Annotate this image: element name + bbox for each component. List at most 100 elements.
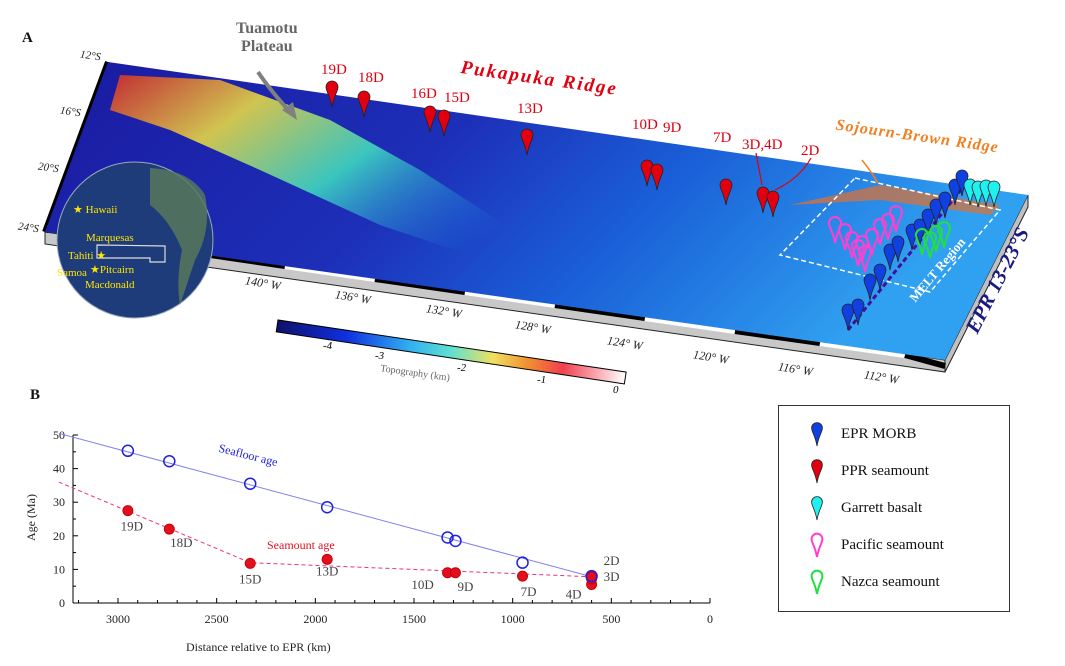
- colorbar-tick-m4: -4: [323, 340, 333, 352]
- epr-morb-pin: [891, 235, 905, 263]
- pacific-seamount-pin: [850, 239, 866, 267]
- pacific-seamount-pin: [864, 228, 880, 256]
- garrett-basalt-pin: [987, 180, 1001, 208]
- seafloor-age-point: [441, 531, 454, 544]
- x-tick-label: 500: [602, 612, 620, 626]
- seamount-age-series-label: Seamount age: [267, 538, 335, 552]
- globe-label-marquesas: Marquesas: [86, 232, 134, 244]
- seamount-age-point: [517, 570, 529, 582]
- legend-item: EPR MORB: [809, 422, 917, 447]
- ppr-seamount-pin: [766, 190, 780, 218]
- seamount-point-label: 7D: [521, 584, 537, 599]
- y-tick-label: 20: [53, 529, 65, 543]
- colorbar-tick-0: 0: [613, 384, 619, 396]
- legend-label: Garrett basalt: [841, 499, 923, 516]
- pacific-seamount-pin: [837, 223, 853, 251]
- y-tick-label: 10: [53, 562, 65, 576]
- x-tick-label: 2500: [205, 612, 229, 626]
- ppr-seamount-pin: [437, 109, 451, 137]
- marker-pin-icon: [811, 496, 823, 521]
- ppr-seamount-pin: [325, 80, 339, 108]
- legend-label: EPR MORB: [841, 425, 917, 442]
- x-tick-label: 0: [707, 612, 713, 626]
- legend-label: Pacific seamount: [841, 536, 944, 553]
- seamount-age-point: [244, 557, 256, 569]
- globe-label-tahiti: Tahiti ★: [68, 250, 107, 262]
- pacific-seamount-pin: [857, 245, 873, 273]
- nazca-seamount-pin: [928, 225, 944, 253]
- seafloor-age-point: [516, 556, 529, 569]
- seamount-point-label: 2D: [604, 553, 620, 568]
- x-tick-label: 2000: [303, 612, 327, 626]
- seamount-point-label: 18D: [170, 535, 192, 550]
- seamount-point-label: 13D: [316, 563, 338, 578]
- nazca-seamount-pin: [914, 228, 930, 256]
- epr-morb-pin: [863, 273, 877, 301]
- sample-label-15d: 15D: [444, 90, 470, 106]
- colorbar-tick-m1: -1: [537, 374, 547, 386]
- y-axis-label: Age (Ma): [23, 494, 38, 541]
- plateau-label-line1: Tuamotu: [236, 20, 298, 37]
- x-tick-label: 3000: [106, 612, 130, 626]
- x-tick-label: 1500: [402, 612, 426, 626]
- sample-label-13d: 13D: [517, 101, 543, 117]
- tahiti-text: Tahiti: [68, 250, 94, 262]
- seafloor-age-point: [243, 477, 257, 490]
- legend-item: Pacific seamount: [809, 532, 944, 558]
- tuamotu-plateau-relief: [110, 75, 560, 265]
- seafloor-age-point: [163, 454, 176, 468]
- seamount-point-label: 3D: [604, 569, 620, 584]
- red-arrow-2d: [774, 157, 812, 191]
- macdonald-text: Macdonald: [85, 279, 135, 291]
- sample-label-10d: 10D: [632, 117, 658, 133]
- pacific-seamount-pin: [854, 235, 870, 263]
- epr-morb-pin: [921, 208, 935, 236]
- seamount-point-label: 15D: [239, 571, 261, 586]
- sample-label-7d: 7D: [713, 130, 732, 146]
- globe-label-samoa: Samoa: [57, 267, 87, 279]
- y-tick-label: 40: [53, 462, 65, 476]
- study-area-box: [96, 244, 166, 263]
- nazca-seamount-pin: [936, 221, 952, 249]
- hawaii-text: Hawaii: [85, 204, 118, 216]
- pitcairn-text: Pitcairn: [99, 264, 135, 276]
- ppr-seamount-pin: [650, 163, 664, 191]
- epr-morb-pin: [873, 263, 887, 291]
- sample-pins: [325, 80, 1001, 331]
- ppr-seamount-pin: [520, 128, 534, 156]
- colorbar-tick-m2: -2: [457, 362, 467, 374]
- marker-pin-icon: [811, 459, 823, 484]
- bathymetry-map: [42, 60, 1029, 385]
- plateau-label-line2: Plateau: [241, 38, 293, 55]
- legend-item: Garrett basalt: [809, 496, 923, 521]
- epr-morb-pin: [929, 198, 943, 226]
- legend-label: Nazca seamount: [841, 573, 940, 590]
- pacific-seamount-pin: [880, 213, 896, 241]
- y-tick-label: 0: [59, 596, 65, 610]
- marker-pin-icon: [810, 569, 824, 595]
- melt-region-box: [778, 177, 1002, 293]
- ppr-seamount-pin: [423, 105, 437, 133]
- sample-label-2d: 2D: [801, 143, 820, 159]
- samoa-text: Samoa: [57, 267, 87, 279]
- ppr-seamount-pin: [756, 186, 770, 214]
- marker-pin-icon: [811, 422, 823, 447]
- seamount-point-label: 10D: [411, 577, 433, 592]
- sample-label-16d: 16D: [411, 86, 437, 102]
- seamount-age-point: [163, 523, 175, 535]
- globe-label-hawaii: ★ Hawaii: [73, 204, 118, 216]
- panel-a-letter: A: [22, 30, 33, 46]
- colorbar: [275, 319, 627, 385]
- seamount-point-label: 19D: [121, 519, 143, 534]
- epr-morb-pin: [938, 191, 952, 219]
- panel-b-letter: B: [30, 387, 41, 403]
- legend-item: Nazca seamount: [809, 569, 940, 595]
- globe-inset: [56, 161, 214, 319]
- orange-arrow: [861, 159, 879, 184]
- seafloor-age-point: [121, 444, 135, 458]
- globe-label-pitcairn: ★Pitcairn: [90, 264, 135, 276]
- sample-label-18d: 18D: [358, 70, 384, 86]
- seafloor-age-point: [449, 534, 462, 548]
- x-axis-label: Distance relative to EPR (km): [186, 640, 331, 654]
